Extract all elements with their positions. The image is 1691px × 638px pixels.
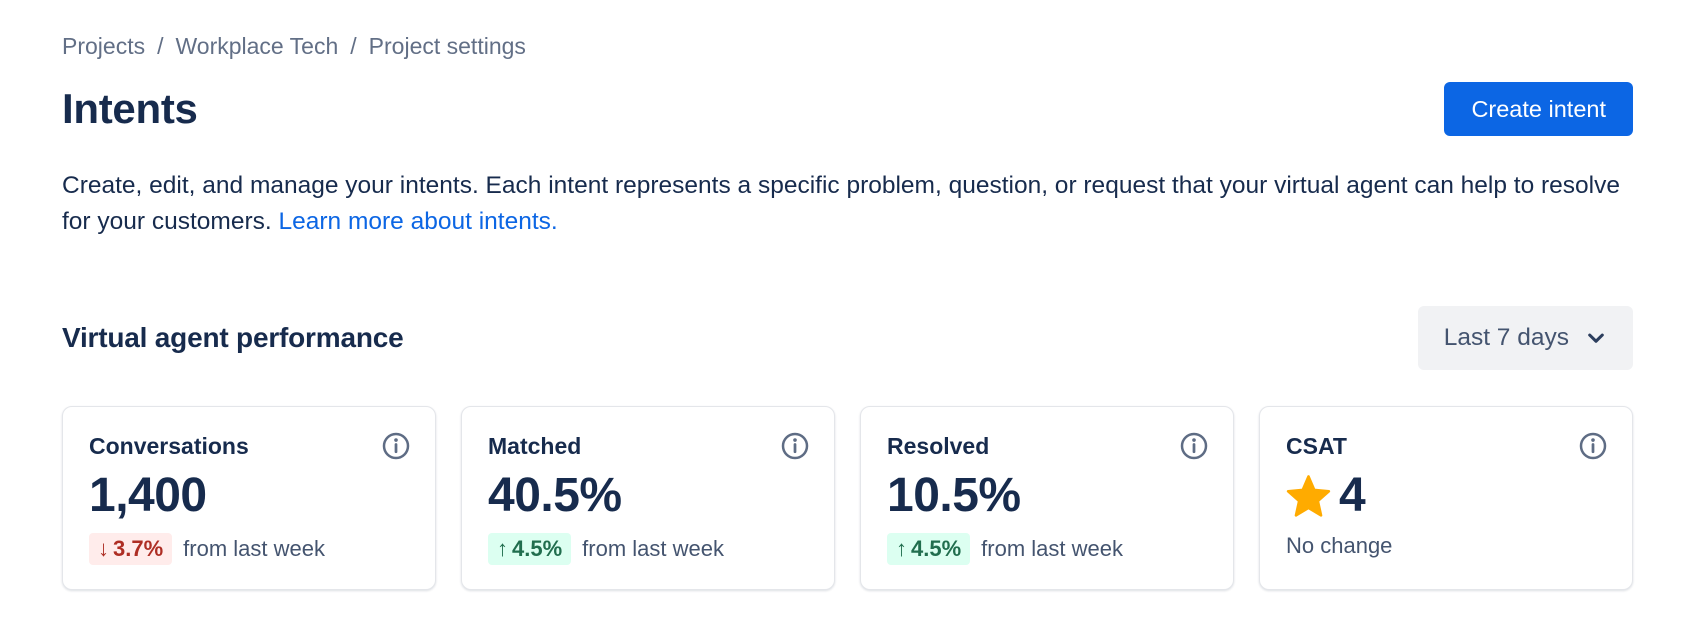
card-resolved: Resolved 10.5% ↑ 4.5% from last week [860, 406, 1234, 590]
performance-section-header: Virtual agent performance Last 7 days [62, 306, 1633, 370]
title-row: Intents Create intent [62, 82, 1633, 136]
time-range-dropdown[interactable]: Last 7 days [1417, 306, 1633, 370]
arrow-up-icon: ↑ [896, 536, 907, 562]
chevron-down-icon [1583, 325, 1609, 351]
info-icon[interactable] [780, 431, 810, 461]
arrow-down-icon: ↓ [98, 536, 109, 562]
card-matched: Matched 40.5% ↑ 4.5% from last week [461, 406, 835, 590]
breadcrumb: Projects / Workplace Tech / Project sett… [62, 33, 1633, 60]
description-text: Create, edit, and manage your intents. E… [62, 172, 1620, 235]
breadcrumb-separator: / [157, 33, 164, 59]
info-icon[interactable] [1578, 431, 1608, 461]
time-range-value: Last 7 days [1443, 324, 1569, 351]
info-icon[interactable] [381, 431, 411, 461]
card-value: 4 [1339, 469, 1366, 522]
learn-more-link[interactable]: Learn more about intents. [278, 208, 558, 235]
breadcrumb-workplace-tech[interactable]: Workplace Tech [175, 33, 339, 59]
delta-percent: 3.7% [113, 536, 164, 562]
delta-percent: 4.5% [911, 536, 962, 562]
delta-badge-negative: ↓ 3.7% [89, 533, 173, 566]
card-csat: CSAT 4 No change [1259, 406, 1633, 590]
card-label: Conversations [89, 432, 249, 459]
star-icon [1286, 474, 1331, 518]
delta-caption: from last week [981, 536, 1123, 562]
card-label: Matched [488, 432, 582, 459]
page-title: Intents [62, 85, 198, 132]
delta-caption: No change [1286, 533, 1393, 559]
performance-heading: Virtual agent performance [62, 322, 404, 353]
performance-cards: Conversations 1,400 ↓ 3.7% from last wee… [62, 406, 1633, 590]
card-value: 40.5% [488, 469, 622, 522]
delta-percent: 4.5% [512, 536, 563, 562]
page-description: Create, edit, and manage your intents. E… [62, 168, 1633, 240]
breadcrumb-projects[interactable]: Projects [62, 33, 146, 59]
breadcrumb-separator: / [350, 33, 357, 59]
intents-page: Projects / Workplace Tech / Project sett… [62, 33, 1633, 590]
delta-badge-positive: ↑ 4.5% [887, 533, 971, 566]
create-intent-button[interactable]: Create intent [1444, 82, 1633, 136]
delta-caption: from last week [183, 536, 325, 562]
card-conversations: Conversations 1,400 ↓ 3.7% from last wee… [62, 406, 436, 590]
card-label: Resolved [887, 432, 990, 459]
info-icon[interactable] [1179, 431, 1209, 461]
arrow-up-icon: ↑ [497, 536, 508, 562]
card-label: CSAT [1286, 432, 1347, 459]
card-value: 1,400 [89, 469, 207, 522]
delta-caption: from last week [582, 536, 724, 562]
breadcrumb-project-settings[interactable]: Project settings [368, 33, 526, 59]
delta-badge-positive: ↑ 4.5% [488, 533, 572, 566]
card-value: 10.5% [887, 469, 1021, 522]
